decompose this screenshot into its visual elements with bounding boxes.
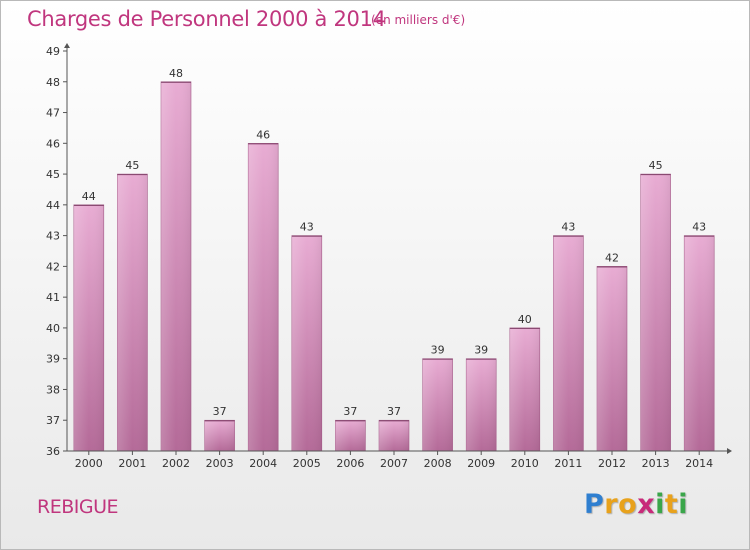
y-tick-label: 37: [46, 414, 60, 427]
x-tick-label: 2008: [424, 457, 452, 470]
bar-shade: [73, 204, 104, 451]
x-axis-arrow: [727, 448, 732, 454]
bar-value-label: 40: [518, 313, 532, 326]
x-tick-label: 2002: [162, 457, 190, 470]
bar-shade: [597, 266, 627, 451]
x-tick-label: 2014: [685, 457, 713, 470]
bar-shade: [204, 420, 235, 451]
logo-letter: x: [637, 489, 656, 520]
x-tick-label: 2005: [293, 457, 321, 470]
bar-shade: [117, 174, 148, 452]
bar-value-label: 48: [169, 67, 183, 80]
y-tick-label: 45: [46, 168, 60, 181]
logo-letter: i: [655, 489, 665, 520]
bar-shade: [684, 235, 715, 451]
chart-subtitle: (en milliers d'€): [371, 13, 466, 27]
bar-shade: [161, 81, 191, 452]
logo-letter: t: [664, 489, 679, 520]
y-tick-label: 40: [46, 322, 60, 335]
x-tick-label: 2001: [118, 457, 146, 470]
y-tick-label: 41: [46, 291, 60, 304]
bar-value-label: 43: [300, 221, 314, 234]
y-axis-arrow: [64, 43, 70, 48]
x-tick-label: 2003: [206, 457, 234, 470]
bar-value-label: 44: [82, 190, 96, 203]
logo-letter: P: [584, 489, 605, 520]
y-tick-label: 49: [46, 45, 60, 58]
x-tick-label: 2004: [249, 457, 277, 470]
bar-shade: [335, 420, 366, 451]
bar-shade: [248, 143, 279, 452]
bar-value-label: 39: [431, 344, 445, 357]
bar-shade: [422, 358, 453, 451]
commune-name: REBIGUE: [37, 496, 118, 518]
bar-value-label: 46: [256, 128, 270, 141]
proxiti-logo: Proxiti: [584, 489, 688, 520]
bar-shade: [379, 420, 409, 451]
bar-value-label: 43: [692, 221, 706, 234]
bar-value-label: 37: [213, 405, 227, 418]
chart-title: Charges de Personnel 2000 à 2014: [27, 7, 386, 31]
bar-value-label: 42: [605, 251, 619, 264]
x-tick-label: 2012: [598, 457, 626, 470]
x-tick-label: 2011: [554, 457, 582, 470]
x-tick-label: 2000: [75, 457, 103, 470]
x-tick-label: 2007: [380, 457, 408, 470]
x-tick-label: 2013: [642, 457, 670, 470]
y-tick-label: 38: [46, 383, 60, 396]
y-tick-label: 42: [46, 260, 60, 273]
bar-value-label: 37: [387, 405, 401, 418]
x-axis: 2000 2001 2002 2003 2004 2005 2006 2007 2008 2009…: [67, 448, 732, 470]
bar-shade: [466, 358, 497, 451]
y-tick-label: 44: [46, 199, 60, 212]
bar-value-label: 45: [649, 159, 663, 172]
x-tick-label: 2010: [511, 457, 539, 470]
logo-letter: i: [678, 489, 689, 520]
y-tick-label: 43: [46, 230, 60, 243]
y-tick-label: 46: [46, 137, 60, 150]
y-tick-label: 39: [46, 353, 60, 366]
y-tick-label: 47: [46, 107, 60, 120]
y-axis: 36 37 38 39 40 41 42 43 44 45 46 47 48 49: [46, 43, 70, 458]
bar-value-label: 37: [343, 405, 357, 418]
x-tick-label: 2009: [467, 457, 495, 470]
bar-shade: [553, 235, 584, 451]
bar-value-label: 39: [474, 344, 488, 357]
logo-letter: r: [604, 489, 619, 520]
bar-shade: [640, 174, 671, 452]
bar-value-label: 43: [561, 221, 575, 234]
bar-value-label: 45: [125, 159, 139, 172]
y-tick-label: 36: [46, 445, 60, 458]
bar-shade: [509, 327, 540, 451]
bars: 44 45 48 37 46 43 37 37 39 39 40 43 42 45 43: [73, 67, 715, 452]
y-tick-label: 48: [46, 76, 60, 89]
bar-shade: [291, 235, 322, 451]
logo-letter: o: [618, 489, 638, 520]
x-tick-label: 2006: [336, 457, 364, 470]
